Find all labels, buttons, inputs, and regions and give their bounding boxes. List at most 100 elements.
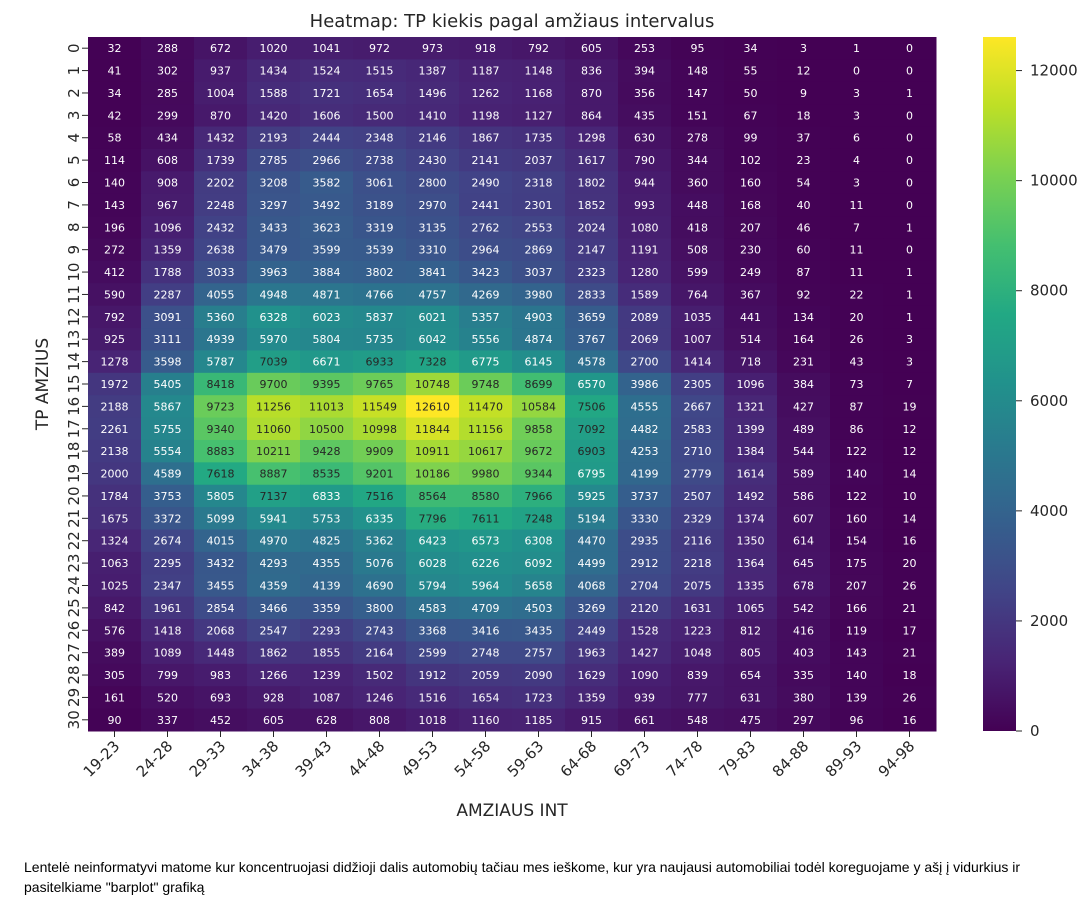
cell-value-label: 1852 (578, 199, 606, 212)
cell-value-label: 4199 (631, 468, 659, 481)
heatmap-cell (671, 104, 725, 128)
cell-value-label: 1350 (737, 535, 765, 548)
cell-value-label: 2430 (419, 154, 447, 167)
cell-value-label: 1739 (207, 154, 235, 167)
heatmap-cell (247, 81, 301, 105)
heatmap-cell (671, 395, 725, 419)
heatmap-cell (88, 305, 142, 329)
y-tick-label: 15 (65, 374, 83, 393)
cell-value-label: 160 (740, 177, 761, 190)
heatmap-cell (459, 350, 513, 374)
heatmap-cell (353, 104, 407, 128)
cell-value-label: 96 (850, 714, 864, 727)
heatmap-cell (88, 260, 142, 284)
cell-value-label: 1187 (472, 65, 500, 78)
heatmap-cell (671, 663, 725, 687)
cell-value-label: 3599 (313, 244, 341, 257)
cell-value-label: 576 (104, 624, 125, 637)
cell-value-label: 1087 (313, 691, 341, 704)
y-tick-label: 6 (65, 178, 83, 188)
cell-value-label: 2762 (472, 221, 500, 234)
heatmap-cell (512, 395, 566, 419)
cell-value-label: 4355 (313, 557, 341, 570)
cell-value-label: 2507 (684, 490, 712, 503)
heatmap-cell (88, 216, 142, 239)
cell-value-label: 6028 (419, 557, 447, 570)
cell-value-label: 842 (104, 602, 125, 615)
heatmap-cell (353, 417, 407, 441)
heatmap-cell (300, 104, 354, 128)
cell-value-label: 4253 (631, 445, 659, 458)
heatmap-cell (247, 641, 301, 665)
cell-value-label: 389 (104, 647, 125, 660)
cell-value-label: 37 (797, 132, 811, 145)
heatmap-cell (883, 238, 937, 262)
cell-value-label: 5360 (207, 311, 235, 324)
cell-value-label: 2547 (260, 624, 288, 637)
heatmap-cell (88, 104, 142, 128)
cell-value-label: 1239 (313, 669, 341, 682)
cell-value-label: 2833 (578, 288, 606, 301)
cell-value-label: 412 (104, 266, 125, 279)
heatmap-cell (194, 663, 248, 687)
heatmap-cell (724, 663, 778, 687)
cell-value-label: 1427 (631, 647, 659, 660)
heatmap-cell (353, 708, 407, 732)
heatmap-cell (512, 507, 566, 531)
cell-value-label: 11156 (468, 423, 503, 436)
cell-value-label: 7618 (207, 468, 235, 481)
heatmap-cell (300, 260, 354, 284)
heatmap-cell (512, 417, 566, 441)
heatmap-cell (724, 126, 778, 150)
heatmap-cell (618, 216, 672, 239)
heatmap-cell (565, 216, 619, 239)
heatmap-cell (300, 171, 354, 195)
cell-value-label: 1448 (207, 647, 235, 660)
cell-value-label: 7 (906, 378, 913, 391)
heatmap-cell (565, 350, 619, 374)
cell-value-label: 9858 (525, 423, 553, 436)
heatmap-cell (141, 641, 195, 665)
y-tick-label: 2 (65, 88, 83, 98)
cell-value-label: 7966 (525, 490, 553, 503)
heatmap-cell (724, 417, 778, 441)
y-tick-label: 25 (65, 598, 83, 617)
heatmap-cell (406, 417, 460, 441)
heatmap-cell (88, 238, 142, 262)
cell-value-label: 1266 (260, 669, 288, 682)
cell-value-label: 864 (581, 109, 602, 122)
heatmap-cell (565, 372, 619, 396)
cell-value-label: 5362 (366, 535, 394, 548)
heatmap-cell (671, 686, 725, 710)
y-tick-label: 17 (65, 419, 83, 438)
heatmap-cell (247, 708, 301, 732)
cell-value-label: 272 (104, 244, 125, 257)
cell-value-label: 14 (903, 512, 917, 525)
cell-value-label: 5658 (525, 579, 553, 592)
heatmap-cell (141, 126, 195, 150)
cell-value-label: 58 (108, 132, 122, 145)
heatmap-cell (141, 193, 195, 217)
cell-value-label: 441 (740, 311, 761, 324)
cell-value-label: 2490 (472, 177, 500, 190)
cell-value-label: 973 (422, 42, 443, 55)
cell-value-label: 2301 (525, 199, 553, 212)
heatmap-cell (883, 148, 937, 172)
cell-value-label: 50 (744, 87, 758, 100)
cell-value-label: 0 (906, 199, 913, 212)
heatmap-cell (830, 484, 884, 508)
heatmap-cell (141, 619, 195, 642)
heatmap-cell (353, 551, 407, 575)
cell-value-label: 54 (797, 177, 811, 190)
cell-value-label: 1 (906, 221, 913, 234)
cell-value-label: 939 (634, 691, 655, 704)
cell-value-label: 7516 (366, 490, 394, 503)
heatmap-cell (724, 484, 778, 508)
heatmap-cell (406, 59, 460, 83)
heatmap-cell (300, 216, 354, 239)
x-tick-label: 19-23 (80, 737, 124, 781)
heatmap-cell (883, 551, 937, 575)
cell-value-label: 1020 (260, 42, 288, 55)
heatmap-cell (830, 126, 884, 150)
heatmap-cell (565, 596, 619, 620)
